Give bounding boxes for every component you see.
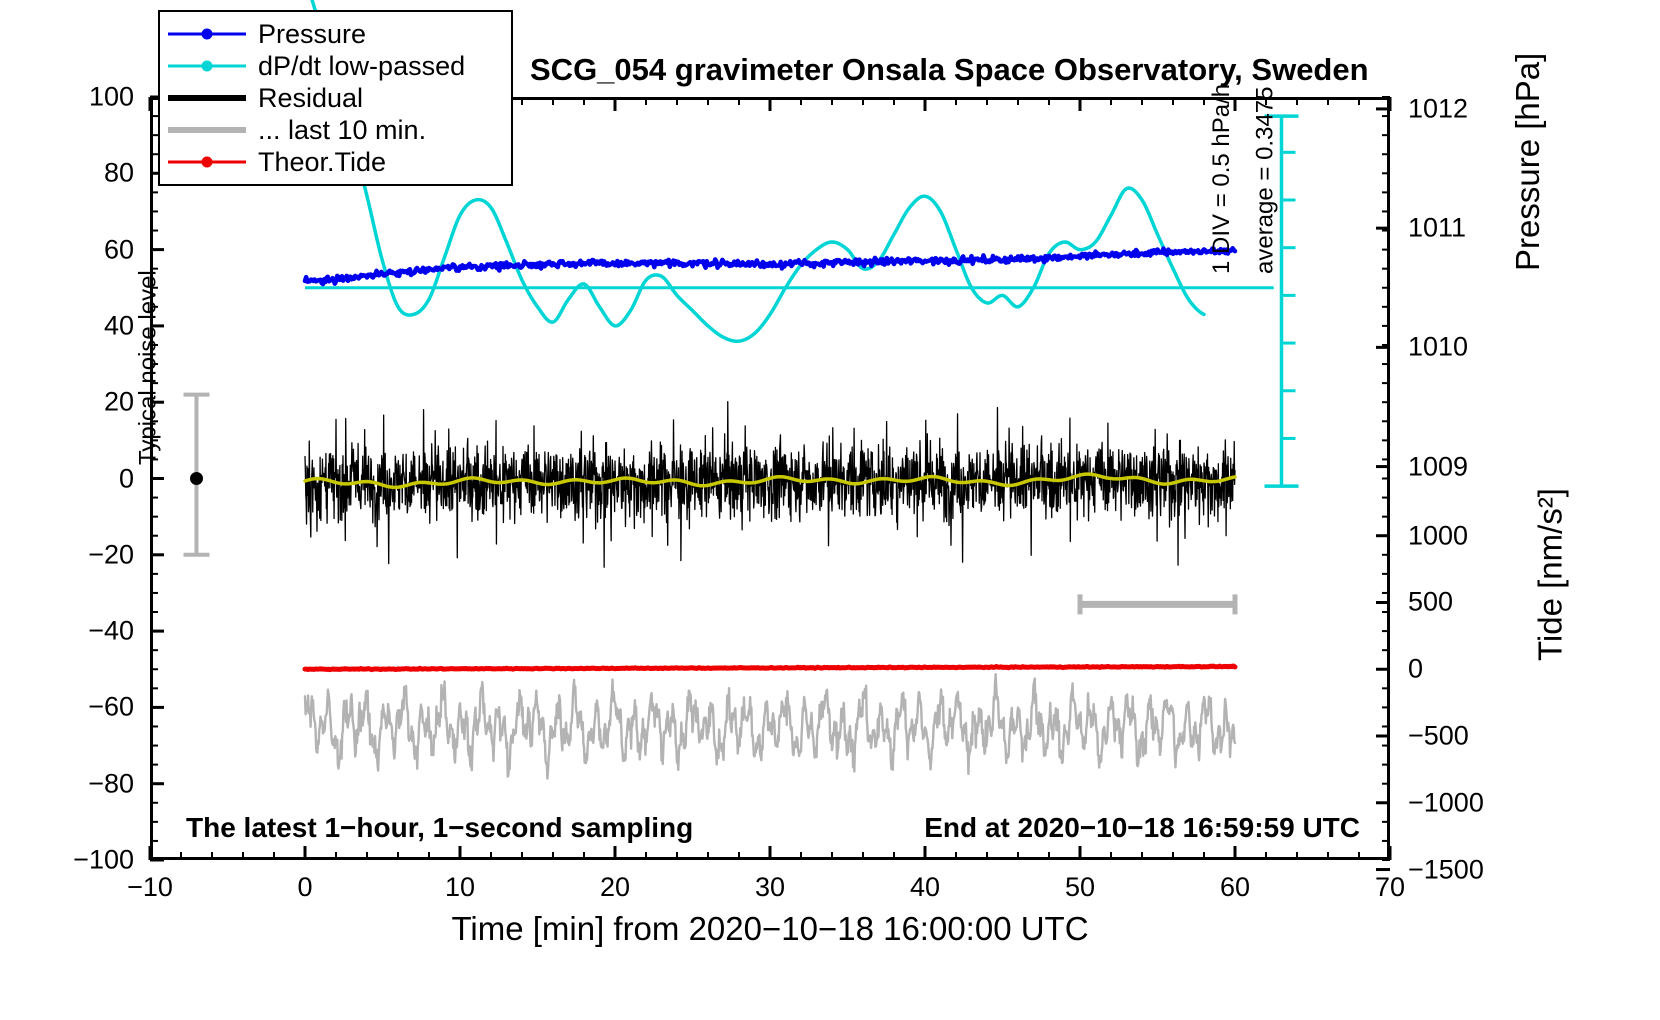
legend-swatch-icon: [168, 120, 246, 140]
legend-item[interactable]: Theor.Tide: [168, 146, 501, 178]
x-tick-label: 20: [599, 872, 631, 902]
legend-item-label: Theor.Tide: [258, 146, 387, 177]
y-right-tide-tick-label: 0: [1408, 653, 1424, 684]
x-tick-label: 30: [754, 872, 786, 902]
y-right-pressure-tick-label: 1012: [1408, 93, 1469, 124]
y-left-tick-label: −100: [73, 844, 134, 875]
legend-item[interactable]: Pressure: [168, 18, 501, 50]
annotation-end-time: End at 2020−10−18 16:59:59 UTC: [924, 812, 1360, 843]
legend-line-icon: [168, 127, 246, 133]
residual-running-mean: [303, 472, 1237, 490]
y-right-pressure-tick-label: 1011: [1408, 212, 1467, 243]
y-left-tick-label: 100: [88, 81, 134, 112]
annotation-sampling-info: The latest 1−hour, 1−second sampling: [186, 812, 694, 843]
legend-item-label: ... last 10 min.: [258, 114, 427, 145]
legend-line-icon: [168, 95, 246, 101]
y-left-tick-label: −80: [88, 768, 134, 799]
x-tick-label: 0: [297, 872, 313, 902]
y-right-pressure-tick-label: 1009: [1408, 451, 1469, 482]
x-tick-label: 70: [1374, 872, 1406, 902]
legend-marker-dot-icon: [201, 156, 213, 168]
legend-item-label: Residual: [258, 82, 364, 113]
y-right-tide-tick-label: −1500: [1408, 854, 1484, 885]
y-left-tick-label: 40: [103, 310, 134, 341]
pressure-curve: [302, 245, 1238, 287]
legend-swatch-icon: [168, 152, 246, 172]
last-10-min-trace: [303, 672, 1237, 780]
legend-item-label: dP/dt low-passed: [258, 50, 466, 81]
y-left-tick-label: 0: [118, 463, 134, 493]
y-left-tick-label: −20: [88, 539, 134, 570]
chart-legend: Pressure dP/dt low-passed Residual... last…: [158, 10, 513, 186]
theoretical-tide-curve: [302, 663, 1238, 673]
legend-swatch-icon: [168, 24, 246, 44]
dpdt-lowpassed-curve: [310, 0, 1206, 344]
legend-item[interactable]: dP/dt low-passed: [168, 50, 501, 82]
y-left-tick-label: −60: [88, 691, 134, 722]
noise-bar-centre-dot: [190, 472, 203, 485]
y-right-tide-tick-label: −500: [1408, 720, 1469, 751]
x-tick-label: 50: [1064, 872, 1096, 902]
y-left-tick-label: 20: [103, 386, 134, 417]
x-axis-title: Time [min] from 2020−10−18 16:00:00 UTC: [451, 910, 1089, 947]
legend-item[interactable]: Residual: [168, 82, 501, 114]
y-left-tick-label: 60: [103, 234, 134, 265]
y-right-tide-tick-label: 1000: [1408, 520, 1469, 551]
legend-swatch-icon: [168, 56, 246, 76]
legend-marker-dot-icon: [201, 28, 213, 40]
chart-title: SCG_054 gravimeter Onsala Space Observat…: [530, 52, 1369, 87]
legend-item[interactable]: ... last 10 min.: [168, 114, 501, 146]
x-tick-label: 10: [444, 872, 476, 902]
legend-item-label: Pressure: [258, 18, 367, 49]
y-right-tide-tick-label: −1000: [1408, 787, 1484, 818]
y-right-tide-tick-label: 500: [1408, 586, 1454, 617]
y-left-tick-label: −40: [88, 615, 134, 646]
y-right-pressure-tick-label: 1010: [1408, 331, 1469, 362]
y-left-tick-label: 80: [103, 157, 134, 188]
legend-swatch-icon: [168, 88, 246, 108]
x-tick-label: 40: [909, 872, 941, 902]
legend-marker-dot-icon: [201, 60, 213, 72]
x-tick-label: 60: [1219, 872, 1251, 902]
x-tick-label: −10: [127, 872, 173, 902]
